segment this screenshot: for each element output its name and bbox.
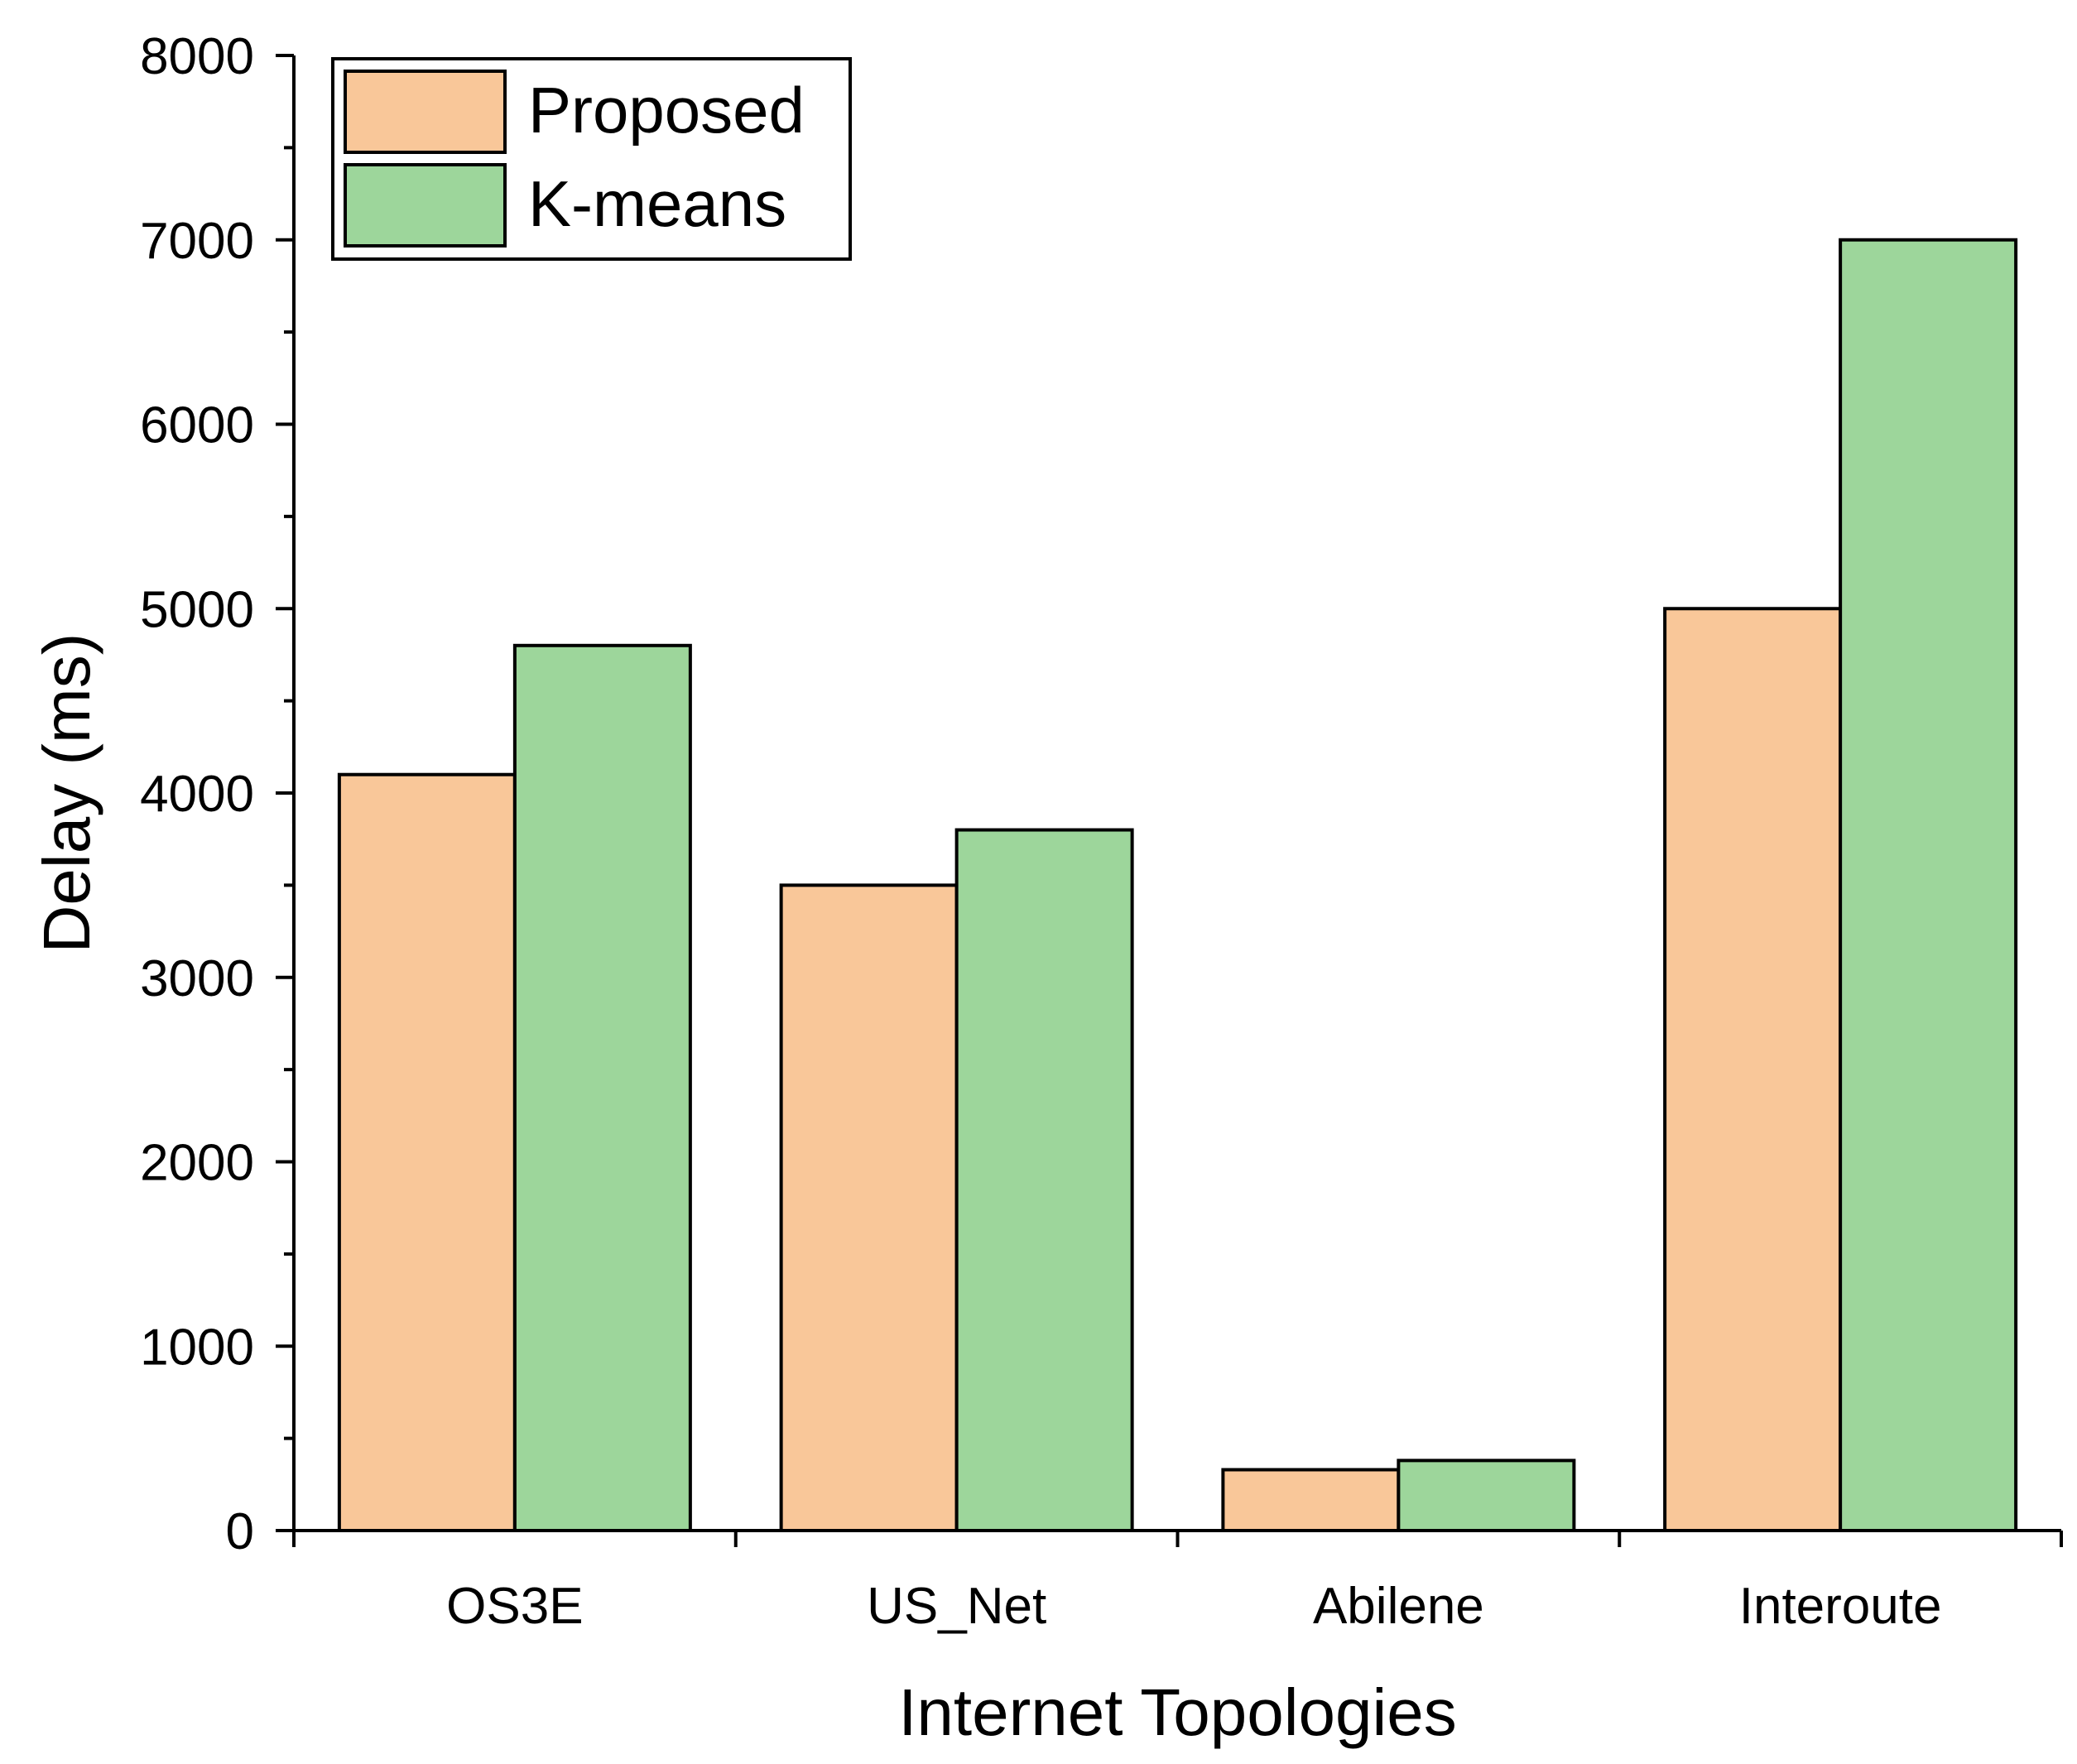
y-tick-label: 6000 xyxy=(140,397,254,454)
y-tick-label: 0 xyxy=(226,1503,254,1560)
y-tick-label: 8000 xyxy=(140,28,254,85)
y-tick-label: 3000 xyxy=(140,950,254,1007)
bar-interoute-proposed xyxy=(1663,607,1843,1532)
legend-label: K-means xyxy=(528,167,786,240)
bar-os3e-proposed xyxy=(337,772,517,1532)
legend-label: Proposed xyxy=(528,74,805,147)
ticks-group: 0 1000 2000 3000 4000 5000 6000 7000 8000 OS3E US_… xyxy=(140,28,2063,1635)
bar-us-net-proposed xyxy=(779,883,959,1532)
legend: Proposed K-means xyxy=(331,57,852,261)
y-tick-label: 1000 xyxy=(140,1319,254,1376)
x-tick-label: US_Net xyxy=(867,1578,1046,1635)
legend-swatch-proposed xyxy=(344,70,507,154)
x-tick-label: Interoute xyxy=(1739,1578,1942,1635)
y-tick-label: 2000 xyxy=(140,1135,254,1192)
bar-us-net-k-means xyxy=(954,828,1134,1532)
y-tick-label: 7000 xyxy=(140,213,254,270)
bar-os3e-k-means xyxy=(512,643,692,1532)
legend-swatch-k-means xyxy=(344,163,507,248)
y-tick-label: 4000 xyxy=(140,766,254,823)
y-axis-title: Delay (ms) xyxy=(30,633,103,954)
bar-interoute-k-means xyxy=(1839,238,2018,1532)
x-tick-label: Abilene xyxy=(1313,1578,1484,1635)
x-axis-title: Internet Topologies xyxy=(898,1675,1457,1749)
bar-abilene-k-means xyxy=(1397,1459,1576,1532)
bar-abilene-proposed xyxy=(1221,1468,1401,1533)
bars-group xyxy=(337,238,2018,1533)
x-tick-label: OS3E xyxy=(446,1578,583,1635)
y-tick-label: 5000 xyxy=(140,581,254,638)
